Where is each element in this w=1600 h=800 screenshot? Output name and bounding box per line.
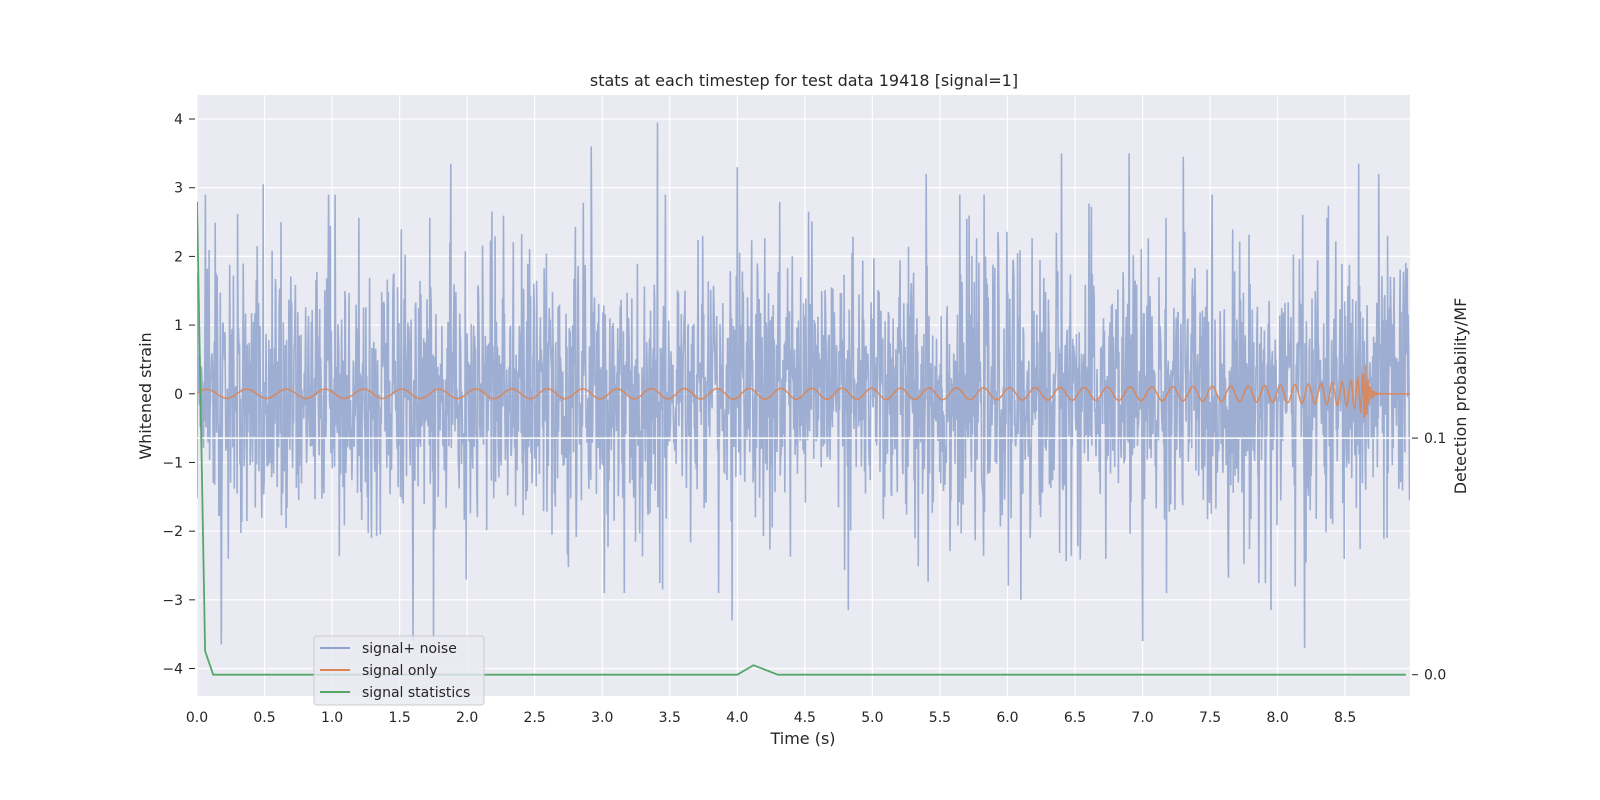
y-tick-label: 1	[174, 318, 183, 334]
x-tick-label: 1.5	[388, 710, 410, 726]
x-tick-label: 5.5	[929, 710, 951, 726]
x-tick-label: 0.0	[186, 710, 208, 726]
legend-box	[313, 635, 485, 706]
y-tick-label: 0	[174, 387, 183, 403]
y-tick-label: −2	[162, 524, 183, 540]
y-axis-ticks: 4 3 2 1 0 −1 −2 −3 −4	[162, 112, 195, 678]
x-tick-label: 6.5	[1064, 710, 1086, 726]
legend-label-signal-plus-noise: signal+ noise	[362, 641, 457, 657]
chart-title: stats at each timestep for test data 194…	[590, 71, 1018, 90]
x-tick-label: 7.5	[1199, 710, 1221, 726]
legend-label-signal-statistics: signal statistics	[362, 685, 470, 701]
y2-axis-ticks: 0.1 0.0	[1412, 431, 1446, 684]
x-tick-label: 2.5	[524, 710, 546, 726]
y-tick-label: −4	[162, 662, 183, 678]
y2-axis-label: Detection probability/MF	[1451, 298, 1470, 495]
series-signal-statistics	[197, 201, 1406, 676]
x-tick-label: 2.0	[456, 710, 478, 726]
x-axis-ticks: 0.0 0.5 1.0 1.5 2.0 2.5 3.0 3.5 4.0 4.5 5.0 5.5 6.0 6…	[186, 710, 1356, 726]
x-tick-label: 6.0	[996, 710, 1018, 726]
y-tick-label: 2	[174, 249, 183, 265]
y-tick-label: −3	[162, 593, 183, 609]
y-axis-label: Whitened strain	[136, 332, 155, 459]
series-signal-plus-noise	[197, 122, 1410, 648]
x-tick-label: 8.5	[1334, 710, 1356, 726]
x-tick-label: 0.5	[253, 710, 275, 726]
series-signal-only	[197, 364, 1410, 419]
y2-tick-label: 0.0	[1424, 668, 1446, 684]
x-tick-label: 4.5	[794, 710, 816, 726]
legend-label-signal-only: signal only	[362, 663, 437, 679]
y-tick-label: 4	[174, 112, 183, 128]
x-axis-label: Time (s)	[769, 729, 835, 748]
x-tick-label: 5.0	[861, 710, 883, 726]
legend: signal+ noise signal only signal statist…	[313, 635, 485, 706]
y-tick-label: 3	[174, 181, 183, 197]
x-tick-label: 3.5	[659, 710, 681, 726]
x-tick-label: 8.0	[1266, 710, 1288, 726]
x-tick-label: 4.0	[726, 710, 748, 726]
y-tick-label: −1	[162, 455, 183, 471]
x-tick-label: 3.0	[591, 710, 613, 726]
x-tick-label: 1.0	[321, 710, 343, 726]
y2-tick-label: 0.1	[1424, 431, 1446, 447]
x-tick-label: 7.0	[1131, 710, 1153, 726]
